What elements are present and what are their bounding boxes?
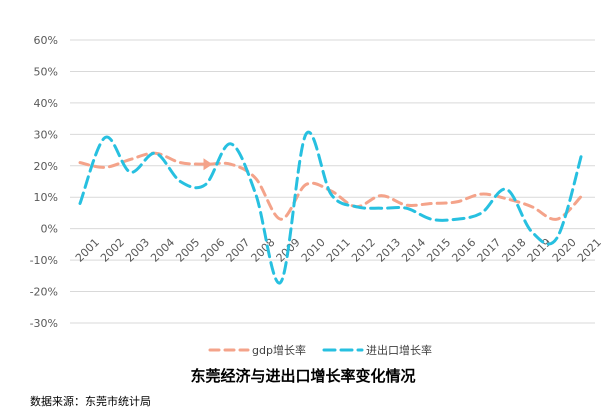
y-axis-ticks: 60% 50% 40% 30% 20% 10% 0% -10% -20% -30% (30, 34, 58, 330)
data-point (530, 230, 533, 233)
data-point (530, 205, 533, 208)
data-source-note: 数据来源：东莞市统计局 (30, 394, 151, 408)
data-point (79, 161, 82, 164)
data-point (405, 207, 408, 210)
y-tick-label: 50% (34, 65, 58, 78)
data-point (505, 197, 508, 200)
gridlines (70, 39, 595, 324)
data-point (581, 152, 584, 155)
data-point (254, 177, 257, 180)
data-point (380, 194, 383, 197)
y-tick-label: 30% (34, 128, 58, 141)
data-point (380, 207, 383, 210)
data-point (129, 158, 132, 161)
y-tick-label: -20% (30, 286, 58, 299)
data-point (104, 136, 107, 139)
gdp-growth-line (78, 151, 584, 221)
data-point (555, 237, 558, 240)
data-point (279, 281, 282, 284)
data-point (179, 180, 182, 183)
data-point (79, 202, 82, 205)
data-point (581, 194, 584, 197)
data-point (480, 211, 483, 214)
trade-growth-line (78, 130, 584, 285)
data-point (204, 183, 207, 186)
y-tick-label: 20% (34, 160, 58, 173)
data-point (104, 166, 107, 169)
data-point (179, 161, 182, 164)
chart-title: 东莞经济与进出口增长率变化情况 (190, 367, 415, 385)
data-point (330, 193, 333, 196)
data-point (455, 200, 458, 203)
y-tick-label: 60% (34, 34, 58, 47)
data-point (430, 202, 433, 205)
y-tick-label: 40% (34, 97, 58, 110)
y-tick-label: -10% (30, 254, 58, 267)
data-point (279, 218, 282, 221)
data-point (405, 204, 408, 207)
y-tick-label: 0% (41, 223, 58, 236)
data-point (430, 218, 433, 221)
gdp-arrow-marker (203, 158, 213, 171)
data-point (254, 193, 257, 196)
data-point (229, 142, 232, 145)
data-point (229, 163, 232, 166)
legend-label: 进出口增长率 (366, 343, 432, 357)
series-lines (78, 130, 584, 285)
legend: gdp增长率 进出口增长率 (208, 343, 432, 357)
data-point (555, 218, 558, 221)
y-tick-label: 10% (34, 191, 58, 204)
data-point (154, 152, 157, 155)
data-point (455, 218, 458, 221)
data-point (505, 188, 508, 191)
data-point (304, 183, 307, 186)
data-point (355, 205, 358, 208)
y-tick-label: -30% (30, 317, 58, 330)
data-point (480, 193, 483, 196)
legend-label: gdp增长率 (252, 343, 306, 357)
data-point (129, 171, 132, 174)
data-point (304, 133, 307, 136)
